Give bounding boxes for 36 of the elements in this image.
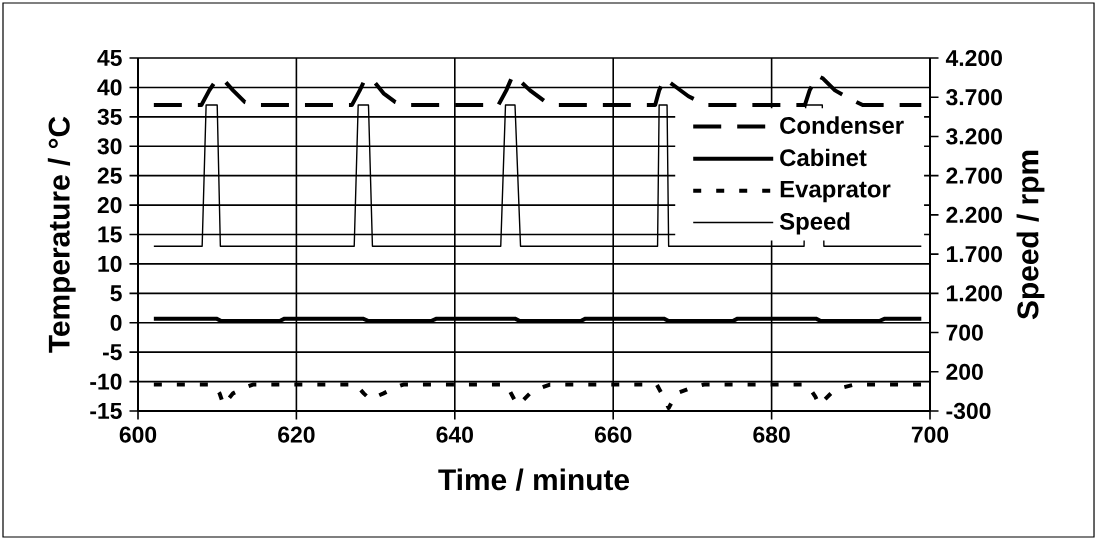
y2-tick-label: 700 (946, 324, 983, 341)
x-tick-label: 680 (753, 426, 790, 443)
x-tick-label: 660 (594, 426, 632, 443)
y2-tick-label: 3.200 (946, 128, 1002, 145)
y2-tick-label: 1.700 (946, 246, 1002, 263)
legend-label: Cabinet (780, 148, 867, 167)
y-tick-label: 30 (97, 138, 122, 155)
y-tick-label: 20 (97, 196, 122, 214)
y-tick-label: 10 (98, 255, 122, 273)
x-tick-label: 640 (436, 426, 473, 443)
y-tick-label: -15 (90, 403, 122, 419)
y-tick-label: 45 (97, 50, 122, 66)
y2-tick-label: 2.200 (946, 206, 1002, 223)
legend-label: Evaprator (780, 180, 891, 203)
y2-tick-label: 3.700 (946, 89, 1002, 106)
y2-tick-label: -300 (946, 402, 991, 420)
x-tick-label: 620 (278, 426, 315, 443)
legend-label: Speed (779, 212, 850, 235)
y-tick-label: 15 (98, 226, 122, 243)
y2-tick-label: 200 (946, 363, 983, 380)
y2-tick-label: 4.200 (945, 49, 1002, 67)
y-tick-label: 40 (97, 79, 122, 96)
y-tick-label: 25 (97, 167, 122, 184)
y2-tick-label: 2.700 (946, 167, 1002, 184)
y-tick-label: -10 (90, 373, 122, 390)
y-tick-label: -5 (102, 344, 122, 361)
x-tick-label: 700 (911, 426, 949, 443)
y-tick-label: 0 (110, 314, 122, 331)
y-tick-label: 5 (110, 285, 122, 302)
y-axis-title: Temperature / °C (47, 116, 76, 353)
legend-label: Condenser (780, 116, 904, 134)
y-tick-label: 35 (97, 108, 122, 125)
y2-tick-label: 1.200 (946, 285, 1002, 302)
x-axis-title: Time / minute (438, 468, 630, 491)
x-tick-label: 600 (119, 426, 157, 443)
y2-axis-title: Speed / rpm (1016, 150, 1045, 320)
